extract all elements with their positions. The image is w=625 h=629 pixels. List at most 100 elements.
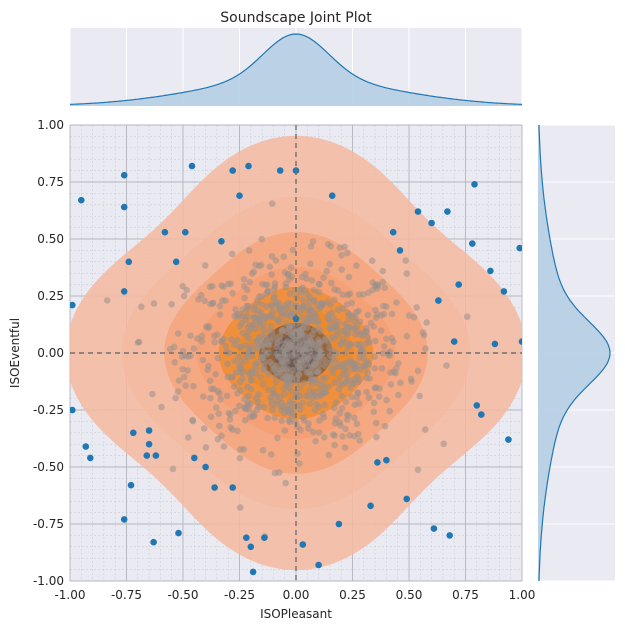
core-point	[200, 425, 208, 432]
core-point	[295, 333, 302, 340]
outlier-point	[383, 456, 390, 464]
core-point	[342, 350, 349, 357]
outlier-point	[374, 459, 381, 466]
core-point	[325, 451, 333, 459]
core-point	[303, 369, 311, 376]
core-point	[243, 302, 251, 310]
core-point	[254, 337, 261, 345]
outlier-point	[182, 228, 189, 236]
outlier-point	[247, 543, 255, 551]
outlier-point	[130, 429, 137, 437]
core-point	[271, 334, 278, 341]
core-point	[260, 380, 267, 388]
core-point	[214, 331, 221, 339]
core-point	[328, 366, 335, 373]
core-point	[370, 408, 378, 416]
outlier-point	[202, 463, 209, 471]
core-point	[179, 282, 187, 290]
core-point	[216, 422, 223, 430]
core-point	[372, 337, 379, 345]
core-point	[342, 425, 349, 433]
core-point	[187, 352, 194, 360]
core-point	[387, 369, 394, 376]
core-point	[380, 343, 388, 350]
core-point	[338, 392, 346, 400]
core-point	[241, 395, 248, 403]
core-point	[264, 414, 271, 422]
core-point	[239, 329, 247, 337]
x-tick-label: -0.50	[167, 588, 198, 602]
outlier-point	[218, 238, 225, 245]
core-point	[331, 296, 338, 304]
core-point	[327, 301, 334, 308]
core-point	[332, 415, 340, 422]
outlier-point	[120, 203, 128, 211]
core-point	[228, 374, 236, 381]
core-point	[329, 334, 336, 341]
core-point	[287, 264, 295, 271]
core-point	[463, 313, 471, 321]
core-point	[286, 324, 293, 331]
core-point	[310, 388, 318, 396]
core-point	[327, 243, 335, 250]
core-point	[338, 252, 345, 259]
core-point	[348, 393, 355, 401]
core-point	[248, 376, 255, 384]
core-point	[351, 432, 358, 440]
core-point	[222, 343, 230, 350]
core-point	[247, 385, 255, 393]
core-point	[299, 414, 307, 421]
outlier-point	[70, 301, 76, 309]
core-point	[236, 504, 244, 511]
core-point	[312, 357, 319, 364]
core-point	[316, 417, 323, 424]
core-point	[169, 465, 177, 473]
core-point	[344, 249, 351, 257]
core-point	[322, 334, 329, 342]
outlier-point	[414, 208, 422, 215]
outlier-point	[516, 244, 522, 252]
core-point	[388, 310, 396, 318]
core-point	[289, 246, 297, 254]
core-point	[338, 405, 346, 412]
core-point	[353, 262, 360, 269]
core-point	[279, 304, 287, 312]
core-point	[172, 394, 179, 402]
core-point	[282, 283, 290, 291]
core-point	[268, 301, 275, 309]
core-point	[353, 420, 361, 428]
core-point	[263, 290, 270, 297]
core-point	[386, 407, 394, 415]
outlier-point	[469, 240, 476, 247]
core-point	[294, 423, 301, 431]
right-marginal-panel	[538, 124, 615, 582]
outlier-point	[315, 561, 322, 569]
outlier-point	[152, 452, 160, 459]
core-point	[367, 319, 375, 327]
core-point	[336, 374, 344, 382]
right-marginal-kde-line	[538, 125, 611, 581]
core-point	[332, 348, 340, 356]
core-point	[236, 454, 244, 462]
core-point	[190, 382, 197, 390]
core-point	[345, 273, 353, 281]
core-point	[305, 298, 312, 305]
core-point	[158, 403, 165, 411]
core-point	[228, 250, 236, 258]
core-point	[273, 343, 281, 351]
core-point	[308, 338, 315, 346]
core-point	[259, 447, 267, 454]
core-point	[278, 346, 286, 354]
core-point	[346, 359, 354, 367]
core-point	[235, 310, 243, 318]
core-point	[252, 365, 260, 372]
core-point	[265, 334, 273, 342]
core-point	[328, 279, 335, 287]
y-tick-label: -1.00	[33, 574, 64, 588]
core-point	[339, 305, 347, 312]
core-point	[207, 413, 215, 421]
core-point	[317, 392, 325, 399]
core-point	[298, 314, 306, 321]
outlier-point	[367, 502, 374, 510]
